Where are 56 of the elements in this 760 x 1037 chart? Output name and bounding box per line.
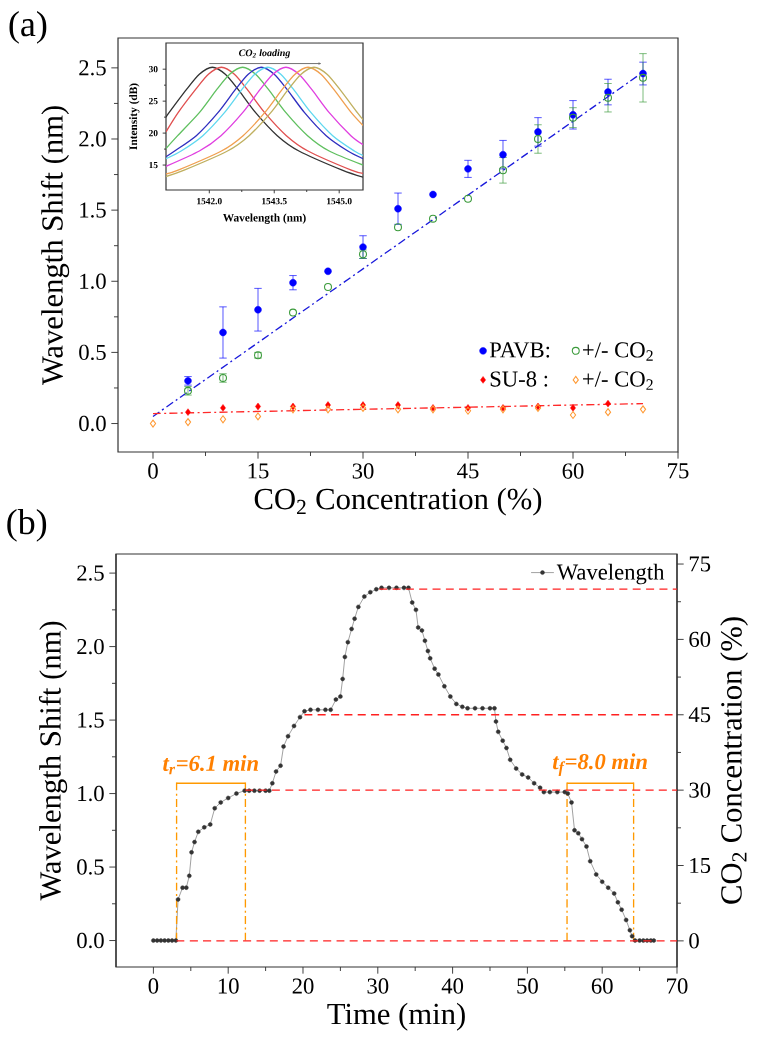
x-tick-label: 30 (367, 978, 389, 994)
chart-title: (b) (7, 509, 47, 542)
x-tick-label: 40 (441, 978, 464, 994)
y-tick-label: 20 (149, 129, 158, 137)
y-axis-title: Intensity (dB) (129, 83, 140, 150)
y-axis-title: Wavelength Shift (nm) (40, 106, 70, 386)
x-axis-title: CO$_{2}$ Concentration (%) (254, 487, 542, 516)
y-tick-label: 1.0 (78, 785, 104, 802)
y2-tick-label: 30 (689, 782, 711, 798)
x-tick-label: 60 (591, 978, 613, 994)
x-tick-label: 20 (292, 978, 314, 994)
x-tick-label: 60 (562, 463, 584, 479)
x-tick-label: 45 (457, 463, 479, 479)
x-tick-label: 15 (248, 463, 269, 479)
x-tick-label: 1543.5 (262, 198, 287, 205)
x-tick-label: 50 (517, 978, 538, 994)
legend-label: SU-8 : (490, 371, 548, 387)
x-tick-label: 0 (148, 978, 159, 994)
y2-axis-title: CO$_{2}$ Concentration (%) (720, 617, 748, 904)
y-axis-title: Wavelength Shift (nm) (38, 621, 68, 901)
x-tick-label: 10 (218, 978, 239, 994)
y-tick-label: 15 (149, 161, 158, 169)
legend-label: +/- CO$_{2}$ (583, 371, 653, 390)
y-tick-label: 1.0 (80, 273, 106, 289)
y-tick-label: 0.5 (77, 859, 104, 875)
legend-label: +/- CO$_{2}$ (583, 342, 653, 361)
y2-tick-label: 0 (689, 933, 699, 949)
y-tick-label: 25 (149, 98, 158, 105)
annotation: t$_{f}$=8.0 min (552, 753, 647, 776)
y2-tick-label: 15 (690, 857, 711, 874)
x-tick-label: 30 (352, 463, 374, 479)
y-tick-label: 2.5 (77, 565, 104, 581)
y2-tick-label: 75 (689, 556, 711, 572)
x-tick-label: 75 (668, 463, 689, 479)
annotation: t$_{r}$=6.1 min (163, 755, 258, 775)
y-tick-label: 0.5 (79, 344, 106, 361)
y-tick-label: 0.0 (77, 932, 104, 949)
y-tick-label: 2.5 (79, 60, 106, 76)
y-tick-label: 0.0 (79, 415, 106, 432)
x-tick-label: 0 (148, 463, 158, 479)
x-tick-label: 1542.0 (197, 198, 222, 205)
legend-label: Wavelength (556, 563, 665, 585)
y-tick-label: 1.5 (80, 202, 106, 218)
x-tick-label: 1545.0 (327, 198, 352, 205)
chart-title: (a) (9, 10, 47, 44)
y2-tick-label: 60 (689, 631, 711, 648)
y-tick-label: 2.0 (77, 638, 104, 655)
annotation: CO$_{2}$ loading (239, 49, 291, 59)
x-tick-label: 70 (667, 978, 688, 994)
y-tick-label: 2.0 (79, 131, 106, 147)
y-tick-label: 30 (148, 66, 158, 73)
x-axis-title: Wavelength (nm) (222, 213, 306, 224)
y-tick-label: 1.5 (78, 712, 104, 728)
legend-label: PAVB: (489, 342, 550, 358)
x-axis-title: Time (min) (327, 1002, 465, 1031)
y2-tick-label: 45 (688, 707, 711, 723)
